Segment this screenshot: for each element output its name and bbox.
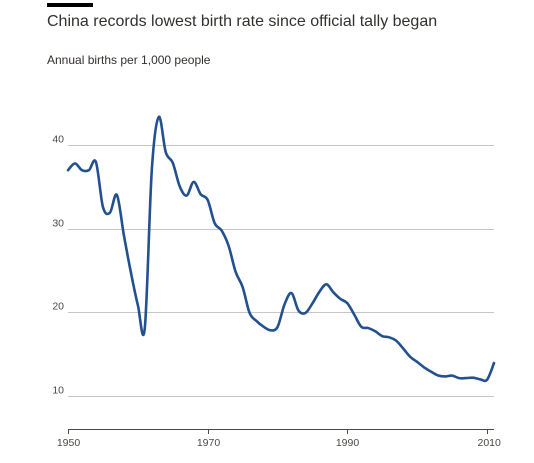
data-point-1969 [199, 193, 202, 196]
data-point-1979 [269, 329, 272, 332]
data-point-1964 [164, 151, 167, 154]
data-point-1968 [192, 181, 195, 184]
data-point-1954 [95, 161, 98, 164]
data-point-1978 [262, 325, 265, 328]
x-tick-label-2010: 2010 [478, 437, 502, 449]
data-point-1958 [123, 234, 126, 237]
data-point-2007 [465, 377, 468, 380]
top-rule [47, 3, 93, 7]
data-point-1983 [297, 309, 300, 312]
data-point-1999 [409, 356, 412, 359]
series-line-0 [66, 115, 496, 383]
data-point-2000 [416, 361, 419, 364]
data-point-1988 [332, 291, 335, 294]
data-point-1965 [171, 162, 174, 165]
data-point-1994 [374, 330, 377, 333]
data-point-2009 [479, 378, 482, 381]
data-point-1980 [276, 326, 279, 329]
data-point-2010 [486, 378, 489, 381]
data-point-1990 [346, 302, 349, 305]
data-point-1998 [402, 347, 405, 350]
data-point-1967 [185, 194, 188, 197]
data-point-1982 [290, 292, 293, 295]
data-point-1971 [213, 222, 216, 225]
data-point-1977 [255, 320, 258, 323]
data-point-1963 [157, 116, 160, 119]
y-axis-ticks: 10 20 30 40 [52, 134, 64, 397]
data-point-2006 [458, 377, 461, 380]
data-point-1956 [109, 211, 112, 214]
data-point-1976 [248, 312, 251, 315]
y-tick-label-40: 40 [52, 134, 64, 146]
data-point-2008 [472, 376, 475, 379]
data-point-1962 [151, 169, 154, 172]
data-point-1981 [283, 303, 286, 306]
data-point-1952 [81, 169, 84, 172]
y-tick-label-30: 30 [52, 218, 64, 230]
data-point-2001 [423, 366, 426, 369]
data-point-1973 [227, 245, 230, 248]
data-point-1953 [88, 169, 91, 172]
chart-subtitle: Annual births per 1,000 people [47, 53, 211, 67]
data-point-1984 [304, 312, 307, 315]
data-point-1989 [339, 298, 342, 301]
data-point-2011 [493, 362, 496, 365]
data-point-2003 [437, 374, 440, 377]
x-axis: 1950 1970 1990 2010 [57, 429, 501, 449]
data-point-1975 [241, 286, 244, 289]
data-point-1996 [388, 336, 391, 339]
data-point-1997 [395, 339, 398, 342]
data-point-1966 [178, 185, 181, 188]
data-point-1951 [74, 162, 77, 165]
x-tick-label-1990: 1990 [336, 437, 360, 449]
x-tick-label-1950: 1950 [57, 437, 81, 449]
data-point-1993 [367, 327, 370, 330]
data-point-2004 [444, 375, 447, 378]
data-point-1995 [381, 335, 384, 338]
y-tick-label-10: 10 [52, 385, 64, 397]
data-point-1985 [311, 302, 314, 305]
data-point-1991 [353, 313, 356, 316]
data-point-1960 [137, 304, 140, 307]
data-point-1972 [220, 229, 223, 232]
data-point-1986 [318, 291, 321, 294]
chart-title: China records lowest birth rate since of… [47, 13, 438, 30]
data-point-1959 [130, 271, 133, 274]
data-point-2002 [430, 370, 433, 373]
data-point-1974 [234, 271, 237, 274]
data-point-1992 [360, 326, 363, 329]
y-tick-label-20: 20 [52, 301, 64, 313]
data-point-1987 [325, 283, 328, 286]
data-point-1970 [206, 199, 209, 202]
x-tick-label-1970: 1970 [197, 437, 221, 449]
data-point-1961 [144, 326, 147, 329]
data-point-2005 [451, 374, 454, 377]
data-point-1955 [102, 206, 105, 209]
data-point-1957 [116, 194, 119, 197]
data-point-1950 [67, 169, 70, 172]
series-layer [66, 115, 496, 383]
